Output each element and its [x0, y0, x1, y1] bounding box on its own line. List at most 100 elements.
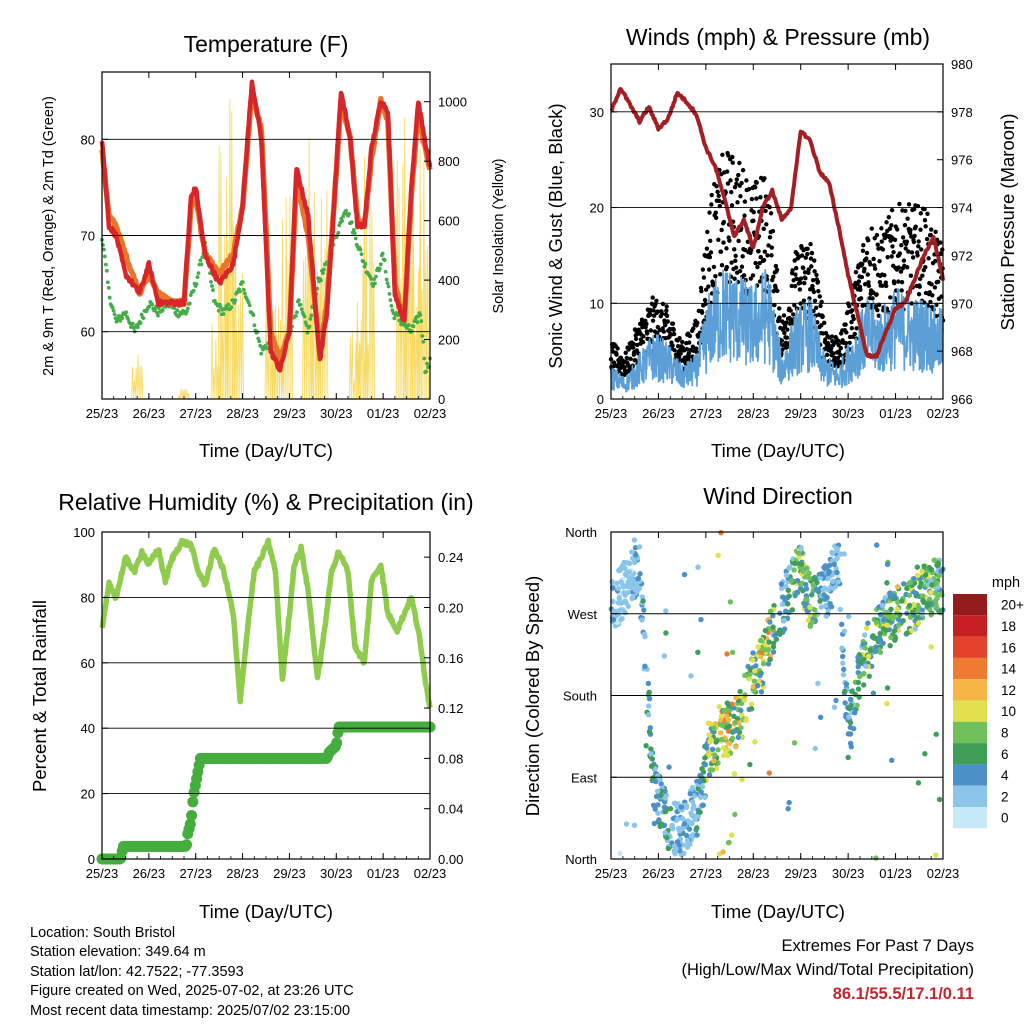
- gust-point: [705, 229, 710, 235]
- gust-point: [938, 251, 943, 256]
- direction-point: [880, 640, 886, 647]
- gust-point: [631, 341, 636, 347]
- direction-point: [894, 599, 901, 605]
- direction-point: [623, 821, 630, 827]
- direction-point: [720, 752, 727, 759]
- dewpoint-point: [157, 306, 161, 311]
- gust-point: [906, 249, 911, 254]
- dewpoint-point: [226, 302, 231, 307]
- direction-point: [791, 740, 798, 746]
- direction-point: [691, 803, 697, 809]
- gust-point: [864, 250, 870, 256]
- direction-point: [749, 657, 756, 663]
- direction-point: [912, 590, 919, 597]
- gust-point: [716, 237, 721, 243]
- direction-point: [933, 852, 939, 858]
- dewpoint-point: [294, 314, 298, 318]
- direction-point: [886, 614, 892, 620]
- gust-point: [896, 265, 901, 270]
- direction-point: [718, 530, 724, 536]
- gust-point: [860, 248, 866, 253]
- dewpoint-point: [147, 304, 152, 309]
- direction-point: [904, 585, 910, 592]
- direction-point: [921, 563, 927, 569]
- gust-point: [779, 338, 784, 343]
- gust-point: [707, 254, 713, 260]
- direction-point: [692, 816, 698, 822]
- gust-point: [912, 233, 917, 239]
- direction-point: [863, 625, 870, 631]
- direction-plot-area: [608, 530, 946, 861]
- direction-point: [752, 739, 758, 745]
- gust-point: [897, 251, 903, 256]
- direction-point: [629, 549, 635, 555]
- direction-point: [655, 810, 661, 816]
- gust-point: [798, 276, 804, 281]
- dewpoint-point: [415, 320, 420, 325]
- temp-xtick-label: 02/23: [414, 406, 447, 421]
- gust-point: [671, 327, 676, 332]
- direction-point: [841, 666, 847, 673]
- direction-point: [785, 587, 792, 594]
- gust-point: [713, 273, 718, 279]
- gust-point: [633, 336, 639, 342]
- dewpoint-point: [233, 298, 238, 303]
- direction-point: [823, 602, 829, 609]
- winds-axes: 0 10 20 30 966 968 970 972 974 976 978 980 25/23 26/2…: [590, 57, 973, 421]
- colorbar-label: mph: [992, 575, 1020, 591]
- dewpoint-point: [385, 281, 390, 286]
- dewpoint-point: [102, 247, 106, 252]
- direction-point: [848, 696, 854, 702]
- gust-point: [799, 253, 805, 258]
- dewpoint-point: [371, 284, 375, 289]
- rh-xtick-label: 25/23: [86, 866, 119, 881]
- gust-point: [758, 195, 763, 200]
- station-info: Location: South Bristol Station elevatio…: [30, 924, 354, 1021]
- dewpoint-point: [298, 302, 303, 307]
- direction-point: [633, 552, 639, 558]
- direction-point: [616, 567, 622, 574]
- direction-point: [840, 660, 846, 666]
- dewpoint-point: [124, 310, 129, 315]
- gust-point: [679, 339, 685, 345]
- direction-point: [818, 604, 825, 610]
- direction-point: [831, 704, 838, 710]
- gust-point: [815, 279, 821, 284]
- direction-point: [794, 589, 801, 595]
- gust-point: [755, 264, 760, 270]
- solar-ytick-label-right: 200: [438, 333, 460, 348]
- direction-point: [709, 767, 716, 773]
- direction-point: [877, 649, 884, 656]
- direction-point: [809, 619, 816, 625]
- direction-point: [928, 577, 934, 584]
- direction-point: [637, 571, 643, 577]
- gust-point: [664, 313, 670, 319]
- gust-point: [797, 287, 803, 292]
- precip-ytick-label-right: 0.00: [438, 852, 463, 867]
- gust-point: [879, 226, 884, 231]
- gust-point: [819, 323, 824, 328]
- direction-point: [617, 607, 624, 613]
- direction-point: [627, 560, 633, 567]
- gust-point: [628, 356, 633, 362]
- precipitation-point: [187, 796, 199, 808]
- gust-point: [765, 253, 770, 258]
- direction-point: [785, 806, 791, 812]
- direction-point: [877, 611, 884, 618]
- direction-point: [750, 650, 756, 656]
- dewpoint-point: [374, 274, 378, 279]
- dewpoint-point: [257, 339, 262, 344]
- direction-point: [910, 576, 917, 582]
- gust-point: [854, 326, 859, 331]
- direction-point: [625, 589, 631, 596]
- gust-point: [896, 279, 901, 284]
- direction-point: [899, 598, 905, 604]
- gust-point: [803, 255, 808, 260]
- solar-ytick-label-right: 800: [438, 154, 460, 169]
- direction-point: [873, 855, 879, 861]
- gust-point: [738, 194, 743, 199]
- gust-point: [753, 260, 758, 266]
- gust-point: [742, 199, 748, 204]
- gust-point: [720, 152, 725, 157]
- gust-point: [665, 319, 671, 324]
